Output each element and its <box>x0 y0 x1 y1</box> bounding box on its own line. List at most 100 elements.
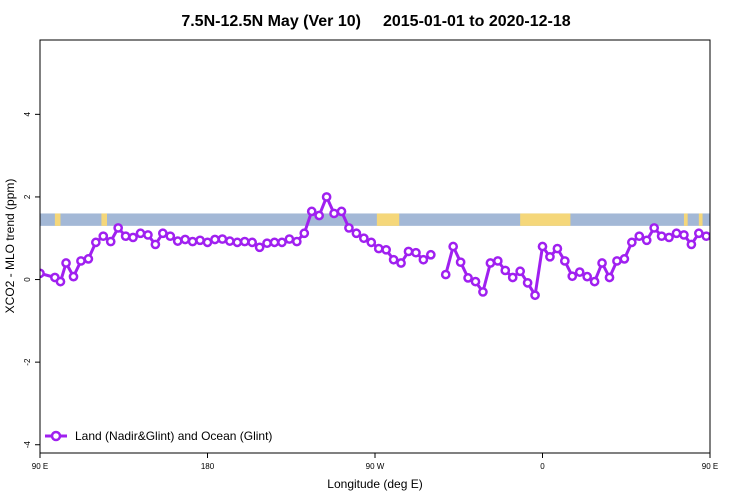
data-point <box>701 231 710 242</box>
data-point <box>656 231 667 242</box>
y-axis-ticks: -4 -2 0 2 4 <box>23 112 40 449</box>
x-tick-label: 180 <box>201 462 215 471</box>
data-point <box>396 258 406 268</box>
land-segment <box>698 213 703 226</box>
data-point <box>693 228 704 239</box>
data-point <box>522 277 533 288</box>
data-point <box>373 243 384 254</box>
x-axis-ticks: 90 E 180 90 W 0 90 E <box>32 453 718 471</box>
data-point <box>262 238 272 249</box>
data-point <box>478 287 488 297</box>
data-point <box>388 254 399 265</box>
data-point <box>150 239 161 250</box>
data-point <box>195 235 205 246</box>
land-segment <box>683 213 688 226</box>
land-segment <box>54 213 61 226</box>
data-point <box>165 231 176 242</box>
data-point <box>344 223 354 233</box>
legend-marker-swatch <box>50 430 62 442</box>
data-point <box>567 271 578 282</box>
data-point <box>366 237 377 248</box>
data-point <box>291 236 302 247</box>
data-point <box>172 236 183 246</box>
data-point <box>425 249 436 260</box>
series-layer <box>40 192 710 301</box>
chart-title-date-range: 2015-01-01 to 2020-12-18 <box>383 13 571 30</box>
data-point <box>329 208 339 219</box>
data-point <box>321 192 332 202</box>
data-point <box>314 210 325 221</box>
data-point <box>686 239 697 250</box>
data-point <box>68 271 79 282</box>
data-point <box>224 236 235 246</box>
data-point <box>500 265 511 276</box>
chart-title: 7.5N-12.5N May (Ver 10) 2015-01-01 to 202… <box>181 13 570 30</box>
y-axis-label: XCO2 - MLO trend (ppm) <box>3 179 17 314</box>
data-point <box>455 257 466 268</box>
data-point <box>411 247 421 258</box>
data-point <box>448 241 459 252</box>
data-point <box>128 232 138 243</box>
data-point <box>336 206 347 217</box>
data-point <box>143 230 153 240</box>
data-point <box>604 272 615 283</box>
data-point <box>664 232 674 243</box>
data-point <box>507 272 518 283</box>
data-point <box>358 233 369 244</box>
data-point <box>641 235 652 246</box>
data-point <box>649 223 660 233</box>
data-point <box>582 271 593 282</box>
data-point <box>98 231 109 242</box>
y-tick-label: -2 <box>23 358 32 366</box>
data-point <box>485 258 496 268</box>
data-point <box>232 237 243 248</box>
data-point <box>284 234 295 244</box>
legend: Land (Nadir&Glint) and Ocean (Glint) <box>45 429 272 443</box>
data-point <box>202 237 213 248</box>
data-point <box>247 237 258 248</box>
data-point <box>135 228 146 239</box>
data-point <box>515 266 526 277</box>
x-tick-label: 90 W <box>366 462 385 471</box>
data-point <box>180 234 191 245</box>
data-point <box>679 230 689 240</box>
land-segment <box>101 213 107 226</box>
y-tick-label: 0 <box>23 277 32 282</box>
data-point <box>157 228 168 239</box>
legend-entry-label: Land (Nadir&Glint) and Ocean (Glint) <box>75 429 272 443</box>
x-tick-label: 90 E <box>32 462 48 471</box>
data-point <box>619 254 630 264</box>
data-point <box>120 231 131 242</box>
y-tick-label: -4 <box>23 441 32 449</box>
data-point <box>76 256 86 266</box>
data-point <box>306 206 317 217</box>
data-point <box>351 228 362 239</box>
data-point <box>463 273 473 283</box>
data-point <box>671 228 682 239</box>
data-point <box>559 256 570 266</box>
x-tick-label: 0 <box>540 462 545 471</box>
data-point <box>440 269 451 280</box>
data-point <box>269 237 280 248</box>
data-point <box>254 242 265 253</box>
x-axis-label: Longitude (deg E) <box>327 477 422 491</box>
data-point <box>537 241 548 252</box>
y-tick-label: 2 <box>23 194 32 199</box>
land-segment <box>520 213 571 226</box>
data-point <box>217 234 228 244</box>
chart-title-region: 7.5N-12.5N May (Ver 10) <box>181 13 361 30</box>
x-tick-label: 90 E <box>702 462 718 471</box>
data-point <box>552 243 563 254</box>
data-point <box>55 276 66 287</box>
y-tick-label: 4 <box>23 112 32 117</box>
data-point <box>403 246 414 257</box>
data-point <box>210 234 220 245</box>
data-point <box>90 237 101 248</box>
data-point <box>187 236 198 247</box>
data-point <box>634 231 645 242</box>
land-ocean-band <box>40 213 710 226</box>
data-point <box>113 223 124 233</box>
data-point <box>239 236 250 247</box>
data-point <box>277 237 287 248</box>
